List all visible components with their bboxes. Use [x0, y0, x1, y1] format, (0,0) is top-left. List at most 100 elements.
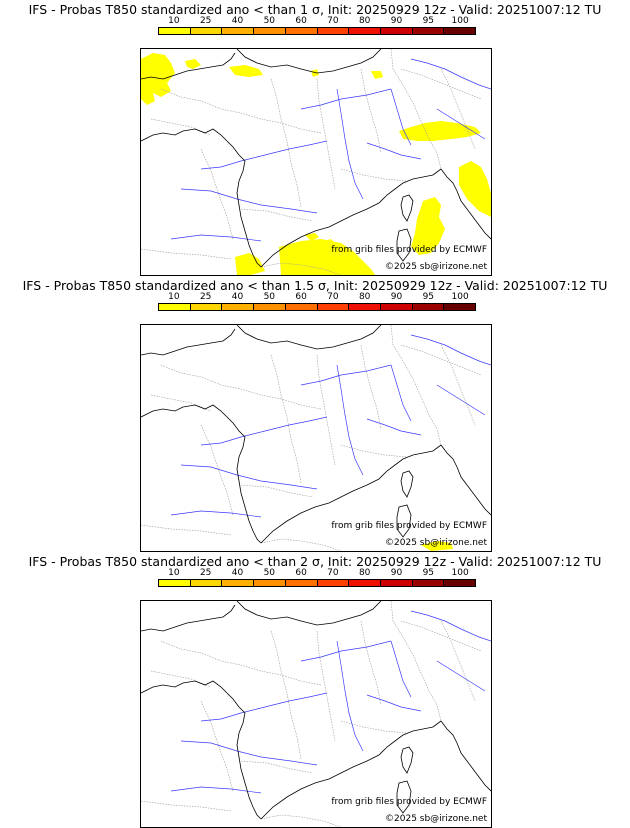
river [336, 364, 364, 476]
admin-border [141, 524, 232, 536]
map-svg [141, 325, 491, 551]
river [180, 464, 318, 490]
colorbar-segment [222, 304, 255, 310]
colorbar-tick-label: 80 [358, 292, 371, 302]
probability-area [459, 161, 491, 217]
colorbar-tick-label: 10 [168, 292, 180, 302]
river [436, 108, 486, 140]
colorbar-segment [254, 304, 286, 310]
admin-border [360, 620, 382, 706]
colorbar-segment [349, 28, 381, 34]
colorbar-tick-label: 40 [231, 16, 244, 26]
admin-border [200, 700, 234, 792]
admin-border [150, 118, 212, 136]
panel-title: IFS - Probas T850 standardized ano < tha… [28, 2, 602, 17]
admin-border [390, 49, 442, 170]
admin-border [316, 354, 336, 466]
colorbar-segment [349, 580, 381, 586]
admin-border [340, 444, 408, 458]
admin-border [160, 640, 322, 686]
probability-area [235, 253, 265, 275]
coastline-sardinia [396, 504, 412, 538]
colorbar-tick-label: 70 [327, 16, 339, 26]
coastline-corsica [400, 470, 414, 498]
river [366, 694, 422, 712]
colorbar-labels: 10 25 40 50 60 70 80 90 95 100 [158, 16, 476, 26]
colorbar-segment [190, 580, 223, 586]
colorbar-tick-label: 90 [390, 16, 403, 26]
admin-border [260, 538, 342, 551]
colorbar-tick-label: 50 [263, 16, 276, 26]
coastline [141, 128, 262, 268]
copyright-credit: ©2025 sb@irizone.net [385, 814, 487, 824]
colorbar-segment [285, 304, 318, 310]
colorbar-tick-label: 80 [358, 16, 371, 26]
coastline [260, 720, 442, 820]
copyright-credit: ©2025 sb@irizone.net [385, 538, 487, 548]
river [436, 660, 486, 692]
colorbar-segment [190, 304, 223, 310]
admin-border [316, 78, 336, 190]
colorbar-segment [412, 304, 445, 310]
colorbar-segment [222, 28, 255, 34]
admin-border [360, 68, 382, 154]
admin-border [141, 800, 232, 812]
grib-credit: from grib files provided by ECMWF [331, 245, 487, 255]
admin-border [160, 364, 322, 410]
admin-border [440, 344, 476, 426]
probability-area [185, 59, 201, 69]
colorbar-tick-label: 100 [451, 16, 469, 26]
colorbar-segment [317, 304, 350, 310]
panel-1: IFS - Probas T850 standardized ano < tha… [0, 0, 630, 276]
map: from grib files provided by ECMWF ©2025 … [140, 48, 492, 276]
admin-border [260, 814, 342, 827]
colorbar: 10 25 40 50 60 70 80 90 95 100 [158, 568, 476, 596]
colorbar-tick-label: 95 [422, 292, 435, 302]
probability-area [141, 53, 175, 105]
coastline [236, 601, 382, 626]
colorbar-segment [349, 304, 381, 310]
river [200, 140, 328, 170]
probability-area [311, 69, 319, 77]
panel-title: IFS - Probas T850 standardized ano < tha… [22, 278, 608, 293]
colorbar-segment [412, 28, 445, 34]
admin-border [240, 484, 314, 498]
colorbar-tick-label: 90 [390, 568, 403, 578]
admin-border [160, 88, 322, 134]
panel-2: IFS - Probas T850 standardized ano < tha… [0, 276, 630, 552]
probability-area [371, 71, 383, 79]
river [390, 364, 412, 422]
river [436, 384, 486, 416]
colorbar: 10 25 40 50 60 70 80 90 95 100 [158, 292, 476, 320]
map-svg [141, 49, 491, 275]
probability-area [229, 65, 263, 77]
colorbar-tick-label: 25 [199, 16, 212, 26]
map-svg [141, 601, 491, 827]
colorbar-segment [444, 28, 476, 34]
grib-credit: from grib files provided by ECMWF [331, 797, 487, 807]
colorbar-tick-label: 25 [199, 568, 212, 578]
river [170, 234, 262, 242]
admin-border [240, 208, 314, 222]
coastline [236, 49, 382, 74]
colorbar-segment [159, 580, 191, 586]
river [390, 88, 412, 146]
admin-border [340, 168, 408, 182]
admin-border [316, 630, 336, 742]
colorbar-tick-label: 95 [422, 16, 435, 26]
probability-area [279, 239, 375, 275]
coastline [440, 168, 491, 240]
probability-area [399, 121, 481, 141]
colorbar-bar [158, 27, 476, 35]
panel-title: IFS - Probas T850 standardized ano < tha… [28, 554, 602, 569]
admin-border [440, 68, 476, 150]
river [366, 142, 422, 160]
admin-border [400, 68, 482, 100]
colorbar-bar [158, 303, 476, 311]
colorbar-labels: 10 25 40 50 60 70 80 90 95 100 [158, 568, 476, 578]
colorbar-tick-label: 100 [451, 568, 469, 578]
river [410, 610, 491, 642]
colorbar-segment [380, 580, 413, 586]
coastline-sardinia [396, 780, 412, 814]
grib-credit: from grib files provided by ECMWF [331, 521, 487, 531]
